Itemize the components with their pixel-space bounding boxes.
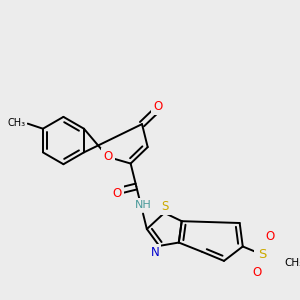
Text: N: N xyxy=(151,246,159,259)
Text: CH₃: CH₃ xyxy=(7,118,25,128)
Text: NH: NH xyxy=(135,200,152,210)
Text: S: S xyxy=(162,200,169,213)
Text: CH₃: CH₃ xyxy=(284,258,300,268)
Text: S: S xyxy=(258,248,267,261)
Text: O: O xyxy=(154,100,163,113)
Text: O: O xyxy=(265,230,274,243)
Text: O: O xyxy=(252,266,261,279)
Text: O: O xyxy=(112,188,122,200)
Text: O: O xyxy=(103,151,112,164)
